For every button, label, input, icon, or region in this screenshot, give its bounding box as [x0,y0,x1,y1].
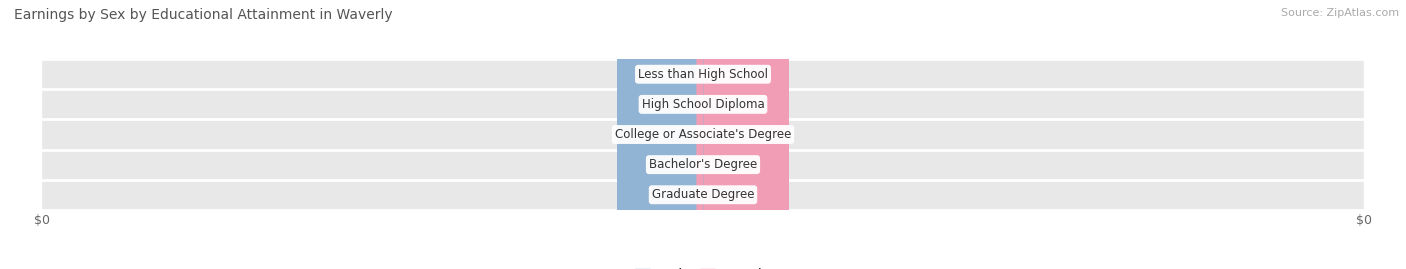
FancyBboxPatch shape [696,0,789,269]
FancyBboxPatch shape [696,0,789,269]
FancyBboxPatch shape [696,0,789,269]
FancyBboxPatch shape [617,0,710,269]
Text: Graduate Degree: Graduate Degree [652,188,754,201]
FancyBboxPatch shape [617,0,710,269]
Text: $0: $0 [657,99,671,109]
FancyBboxPatch shape [696,0,789,269]
Text: $0: $0 [657,190,671,200]
Text: $0: $0 [657,129,671,140]
Legend: Male, Female: Male, Female [630,263,776,269]
Text: $0: $0 [657,160,671,170]
Text: Less than High School: Less than High School [638,68,768,81]
Text: College or Associate's Degree: College or Associate's Degree [614,128,792,141]
Text: Earnings by Sex by Educational Attainment in Waverly: Earnings by Sex by Educational Attainmen… [14,8,392,22]
Text: Bachelor's Degree: Bachelor's Degree [650,158,756,171]
Text: $0: $0 [735,160,749,170]
Text: $0: $0 [657,69,671,79]
Text: Source: ZipAtlas.com: Source: ZipAtlas.com [1281,8,1399,18]
FancyBboxPatch shape [42,89,1364,119]
FancyBboxPatch shape [696,0,789,269]
Text: High School Diploma: High School Diploma [641,98,765,111]
FancyBboxPatch shape [617,0,710,269]
FancyBboxPatch shape [42,180,1364,210]
FancyBboxPatch shape [42,119,1364,150]
FancyBboxPatch shape [42,59,1364,89]
Text: $0: $0 [735,129,749,140]
Text: $0: $0 [735,99,749,109]
Text: $0: $0 [735,69,749,79]
FancyBboxPatch shape [42,150,1364,180]
FancyBboxPatch shape [617,0,710,269]
Text: $0: $0 [735,190,749,200]
FancyBboxPatch shape [617,0,710,269]
